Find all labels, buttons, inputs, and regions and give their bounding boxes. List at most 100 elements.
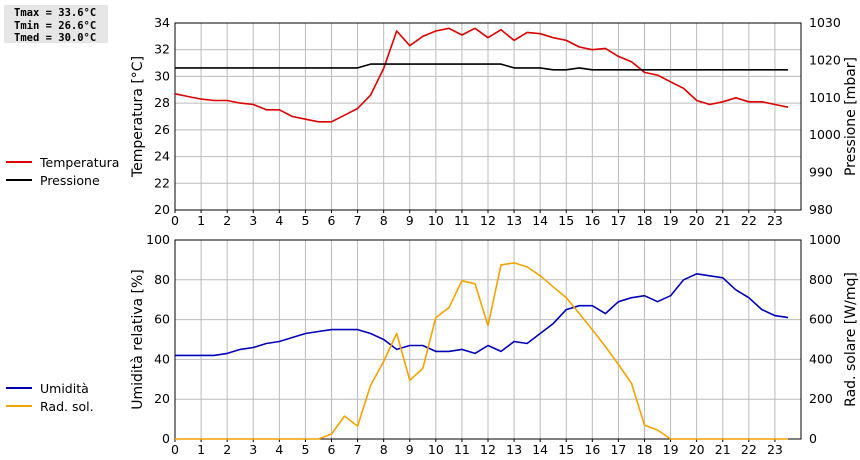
tmax-label: Tmax = 33.6°C [14,7,97,19]
x-tick-label: 7 [354,213,362,228]
y-tick-label-right: 400 [809,351,833,366]
x-tick-label: 3 [249,442,257,457]
x-tick-label: 23 [767,442,783,457]
y-tick-label-left: 22 [154,175,170,190]
x-tick-label: 13 [506,213,522,228]
series-line-umidit [175,272,789,357]
x-tick-label: 0 [171,442,179,457]
x-tick-label: 23 [767,213,783,228]
stats-box: Tmax = 33.6°C Tmin = 26.6°C Tmed = 30.0°… [4,5,108,44]
x-tick-label: 12 [480,442,496,457]
y-axis-label-right: Pressione [mbar] [843,57,859,176]
x-tick-label: 5 [301,442,309,457]
x-tick-label: 2 [223,213,231,228]
y-tick-label-right: 1010 [809,90,841,105]
legend-top: Temperatura Pressione [6,153,119,189]
x-tick-label: 20 [689,442,705,457]
x-tick-label: 9 [406,213,414,228]
y-tick-label-left: 34 [154,15,170,30]
x-tick-label: 12 [480,213,496,228]
y-tick-label-right: 600 [809,312,833,327]
x-tick-label: 3 [249,213,257,228]
x-tick-label: 9 [406,442,414,457]
x-tick-label: 11 [454,442,470,457]
x-tick-label: 18 [637,213,653,228]
x-tick-label: 15 [558,213,574,228]
legend-label-solar: Rad. sol. [40,398,94,414]
x-tick-label: 0 [171,213,179,228]
y-tick-label-right: 1000 [809,127,841,142]
x-tick-label: 10 [428,442,444,457]
y-tick-label-left: 0 [162,431,170,446]
x-tick-label: 22 [741,213,757,228]
x-tick-label: 17 [610,213,626,228]
x-tick-label: 8 [380,442,388,457]
legend-item-humidity: Umidità [6,379,94,397]
x-tick-label: 16 [584,213,600,228]
series-line-rad-sol [175,262,788,440]
x-tick-label: 21 [715,442,731,457]
x-tick-label: 4 [275,213,283,228]
x-tick-label: 16 [584,442,600,457]
y-tick-label-left: 32 [154,42,170,57]
x-tick-label: 18 [637,442,653,457]
x-tick-label: 8 [380,213,388,228]
x-tick-label: 11 [454,213,470,228]
tmed-label: Tmed = 30.0°C [14,32,97,44]
x-tick-label: 19 [663,213,679,228]
x-tick-label: 20 [689,213,705,228]
x-tick-label: 22 [741,442,757,457]
x-tick-label: 5 [301,213,309,228]
x-tick-label: 14 [532,213,548,228]
x-tick-label: 15 [558,442,574,457]
y-axis-label-left: Temperatura [°C] [130,56,146,178]
x-tick-label: 6 [328,442,336,457]
x-tick-label: 1 [197,213,205,228]
x-tick-label: 7 [354,442,362,457]
y-tick-label-left: 20 [154,391,170,406]
x-tick-label: 14 [532,442,548,457]
x-tick-label: 1 [197,442,205,457]
x-tick-label: 13 [506,442,522,457]
plot-frame [174,239,802,440]
y-tick-label-left: 28 [154,95,170,110]
y-tick-label-left: 24 [154,149,170,164]
y-tick-label-right: 800 [809,272,833,287]
y-tick-label-right: 1020 [809,52,841,67]
legend-item-solar: Rad. sol. [6,397,94,415]
y-tick-label-left: 60 [154,312,170,327]
legend-label-temperature: Temperatura [40,154,120,170]
y-tick-label-left: 30 [154,68,170,83]
x-tick-label: 19 [663,442,679,457]
y-tick-label-left: 40 [154,351,170,366]
y-tick-label-left: 20 [154,202,170,217]
y-tick-label-right: 1030 [809,15,841,30]
y-tick-label-right: 990 [809,165,833,180]
y-tick-label-right: 200 [809,391,833,406]
y-tick-label-right: 1000 [809,232,841,247]
x-tick-label: 21 [715,213,731,228]
y-tick-label-left: 26 [154,122,170,137]
x-tick-label: 4 [275,442,283,457]
x-tick-label: 10 [428,213,444,228]
plot-frame [174,22,802,211]
y-tick-label-left: 100 [146,232,170,247]
y-axis-label-right: Rad. solare [W/mq] [843,272,859,407]
y-tick-label-left: 80 [154,272,170,287]
legend-bottom: Umidità Rad. sol. [6,379,94,415]
legend-label-pressure: Pressione [40,172,100,188]
y-tick-label-right: 0 [809,431,817,446]
x-tick-label: 2 [223,442,231,457]
legend-swatch-humidity [6,387,32,389]
legend-item-pressure: Pressione [6,171,119,189]
series-line-pressione [175,63,788,71]
series-line-temperatura [174,27,789,123]
legend-swatch-pressure [6,179,32,181]
legend-swatch-solar [6,405,32,407]
x-tick-label: 17 [610,442,626,457]
legend-label-humidity: Umidità [40,380,89,396]
x-tick-label: 6 [328,213,336,228]
y-axis-label-left: Umidità relativa [%] [130,269,146,410]
y-tick-label-right: 980 [809,202,833,217]
